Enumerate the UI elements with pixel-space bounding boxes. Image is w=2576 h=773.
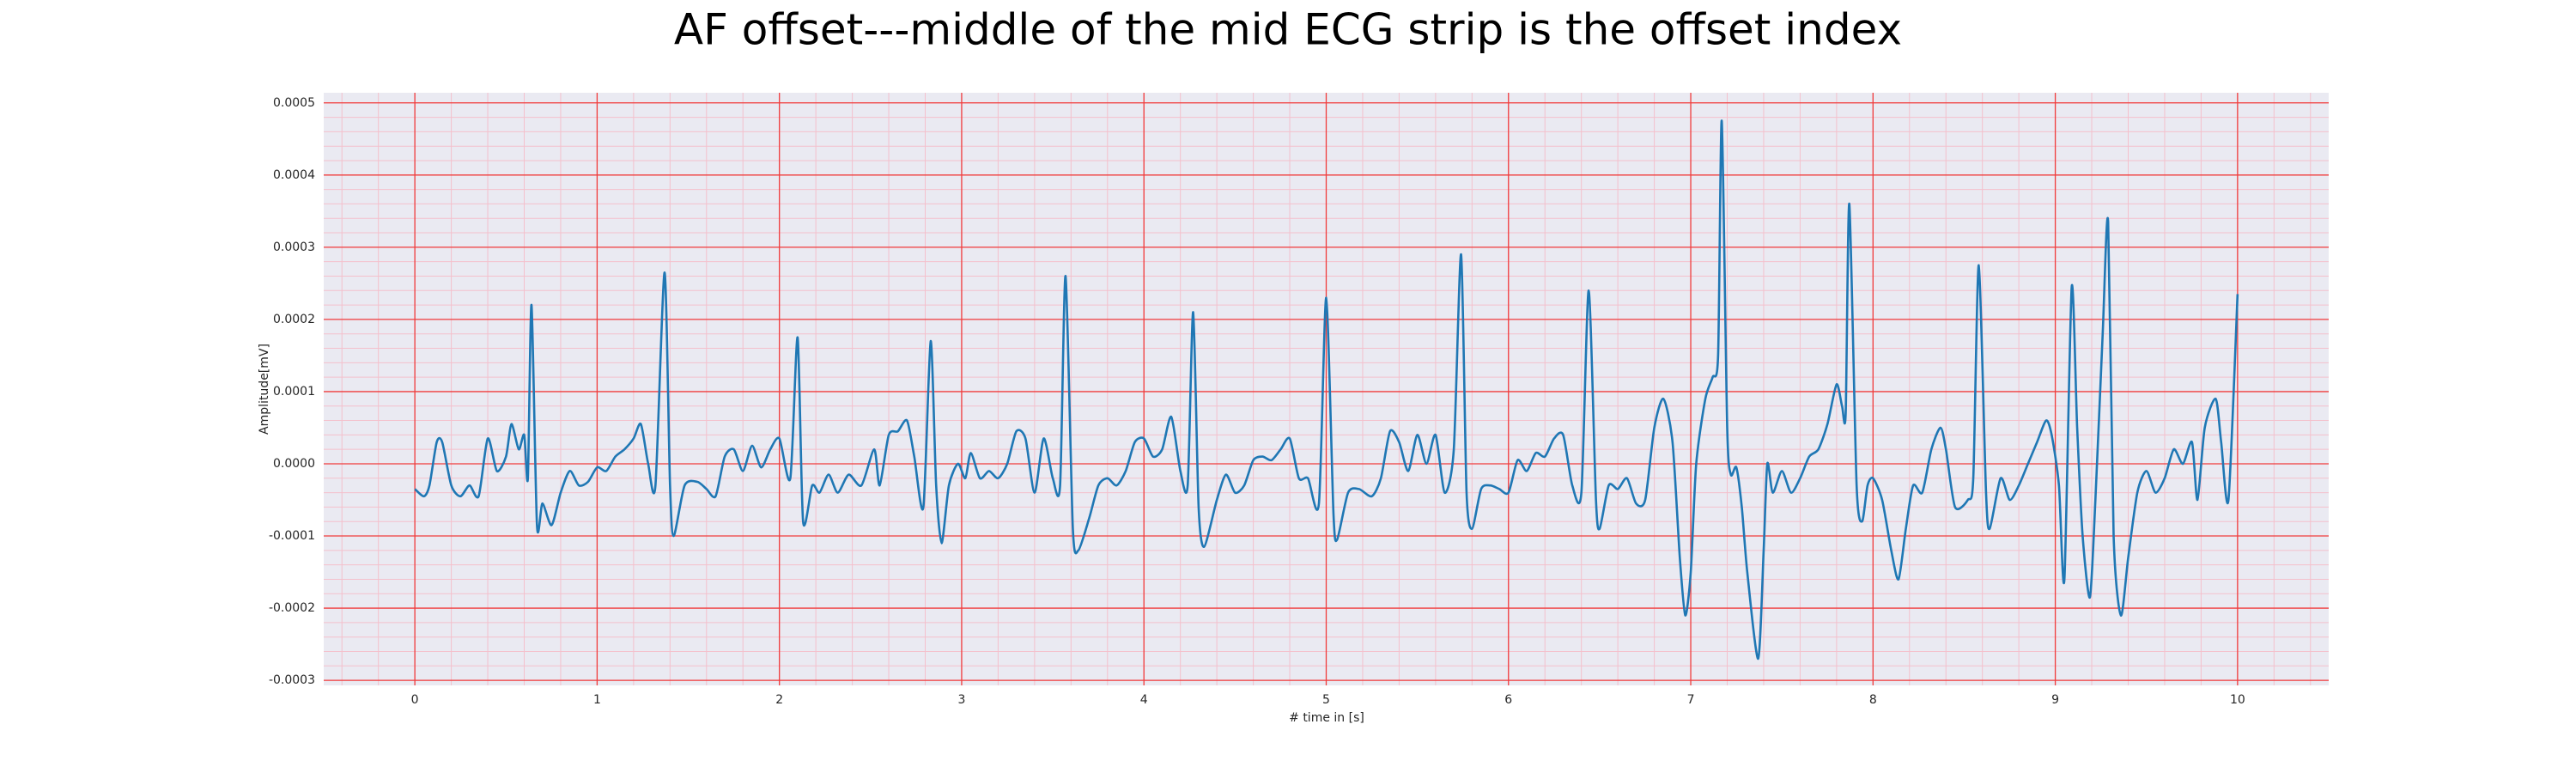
- x-tick-label: 3: [957, 693, 965, 707]
- y-tick-label: -0.0002: [269, 601, 315, 615]
- y-tick-label: 0.0001: [273, 385, 315, 399]
- x-tick-label: 9: [2051, 693, 2059, 707]
- chart-title: AF offset---middle of the mid ECG strip …: [674, 5, 1902, 55]
- y-tick-label: -0.0003: [269, 673, 315, 687]
- x-tick-label: 2: [775, 693, 783, 707]
- y-tick-label: 0.0002: [273, 313, 315, 326]
- x-tick-label: 10: [2230, 693, 2245, 707]
- y-tick-label: -0.0001: [269, 529, 315, 543]
- y-tick-label: 0.0000: [273, 457, 315, 471]
- ecg-line: [414, 119, 2239, 660]
- y-tick-label: 0.0004: [273, 168, 315, 182]
- x-tick-label: 7: [1687, 693, 1695, 707]
- x-tick-label: 6: [1504, 693, 1512, 707]
- x-tick-label: 5: [1322, 693, 1330, 707]
- x-tick-label: 0: [411, 693, 419, 707]
- x-tick-label: 1: [593, 693, 601, 707]
- y-axis-label: Amplitude[mV]: [258, 344, 271, 435]
- y-tick-label: 0.0003: [273, 240, 315, 254]
- x-tick-label: 4: [1140, 693, 1148, 707]
- y-tick-label: 0.0005: [273, 96, 315, 110]
- x-axis-label: # time in [s]: [1289, 711, 1364, 725]
- x-tick-label: 8: [1869, 693, 1877, 707]
